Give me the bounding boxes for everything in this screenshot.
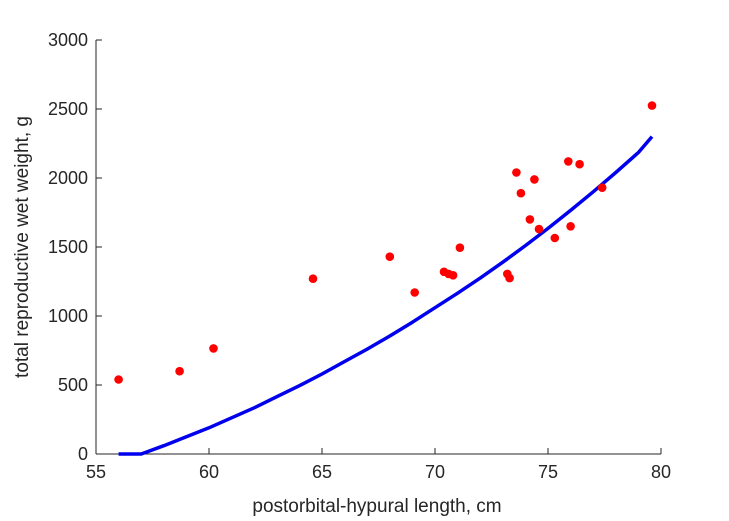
data-point [385,252,395,261]
data-points-layer [114,101,657,384]
y-tick-label: 3000 [48,30,88,50]
y-tick-label: 2500 [48,99,88,119]
data-point [597,183,607,192]
y-tick-label: 500 [58,375,88,395]
y-axis-label: total reproductive wet weight, g [12,116,33,378]
x-axis-label: postorbital-hypural length, cm [252,496,501,517]
data-point [525,215,535,224]
x-axis-ticks: 55 60 65 70 75 80 [86,448,671,482]
data-point [534,224,544,234]
data-point [175,366,184,376]
data-point [566,222,575,231]
data-point [516,188,526,198]
data-point [410,288,420,297]
y-tick-label: 0 [78,444,88,464]
data-point [575,159,584,169]
data-point [530,175,539,184]
data-point [564,157,573,166]
data-point [209,344,218,353]
x-tick-label: 55 [86,462,106,482]
fit-curve-layer [118,135,654,456]
x-tick-label: 75 [538,462,558,482]
x-tick-label: 70 [425,462,445,482]
data-point [647,101,657,110]
y-tick-label: 1000 [48,306,88,326]
x-tick-label: 80 [651,462,671,482]
data-point [505,273,514,283]
data-point [308,274,318,284]
data-point [455,243,465,252]
data-point [550,233,560,243]
x-tick-label: 65 [312,462,332,482]
y-tick-label: 1500 [48,237,88,257]
data-point [512,168,521,177]
data-point [114,375,123,384]
x-tick-label: 60 [199,462,219,482]
fit-curve [118,135,654,456]
data-point [448,271,458,280]
y-axis-ticks: 0 500 1000 1500 2000 2500 3000 [48,30,102,464]
axes [95,40,661,455]
y-tick-label: 2000 [48,168,88,188]
